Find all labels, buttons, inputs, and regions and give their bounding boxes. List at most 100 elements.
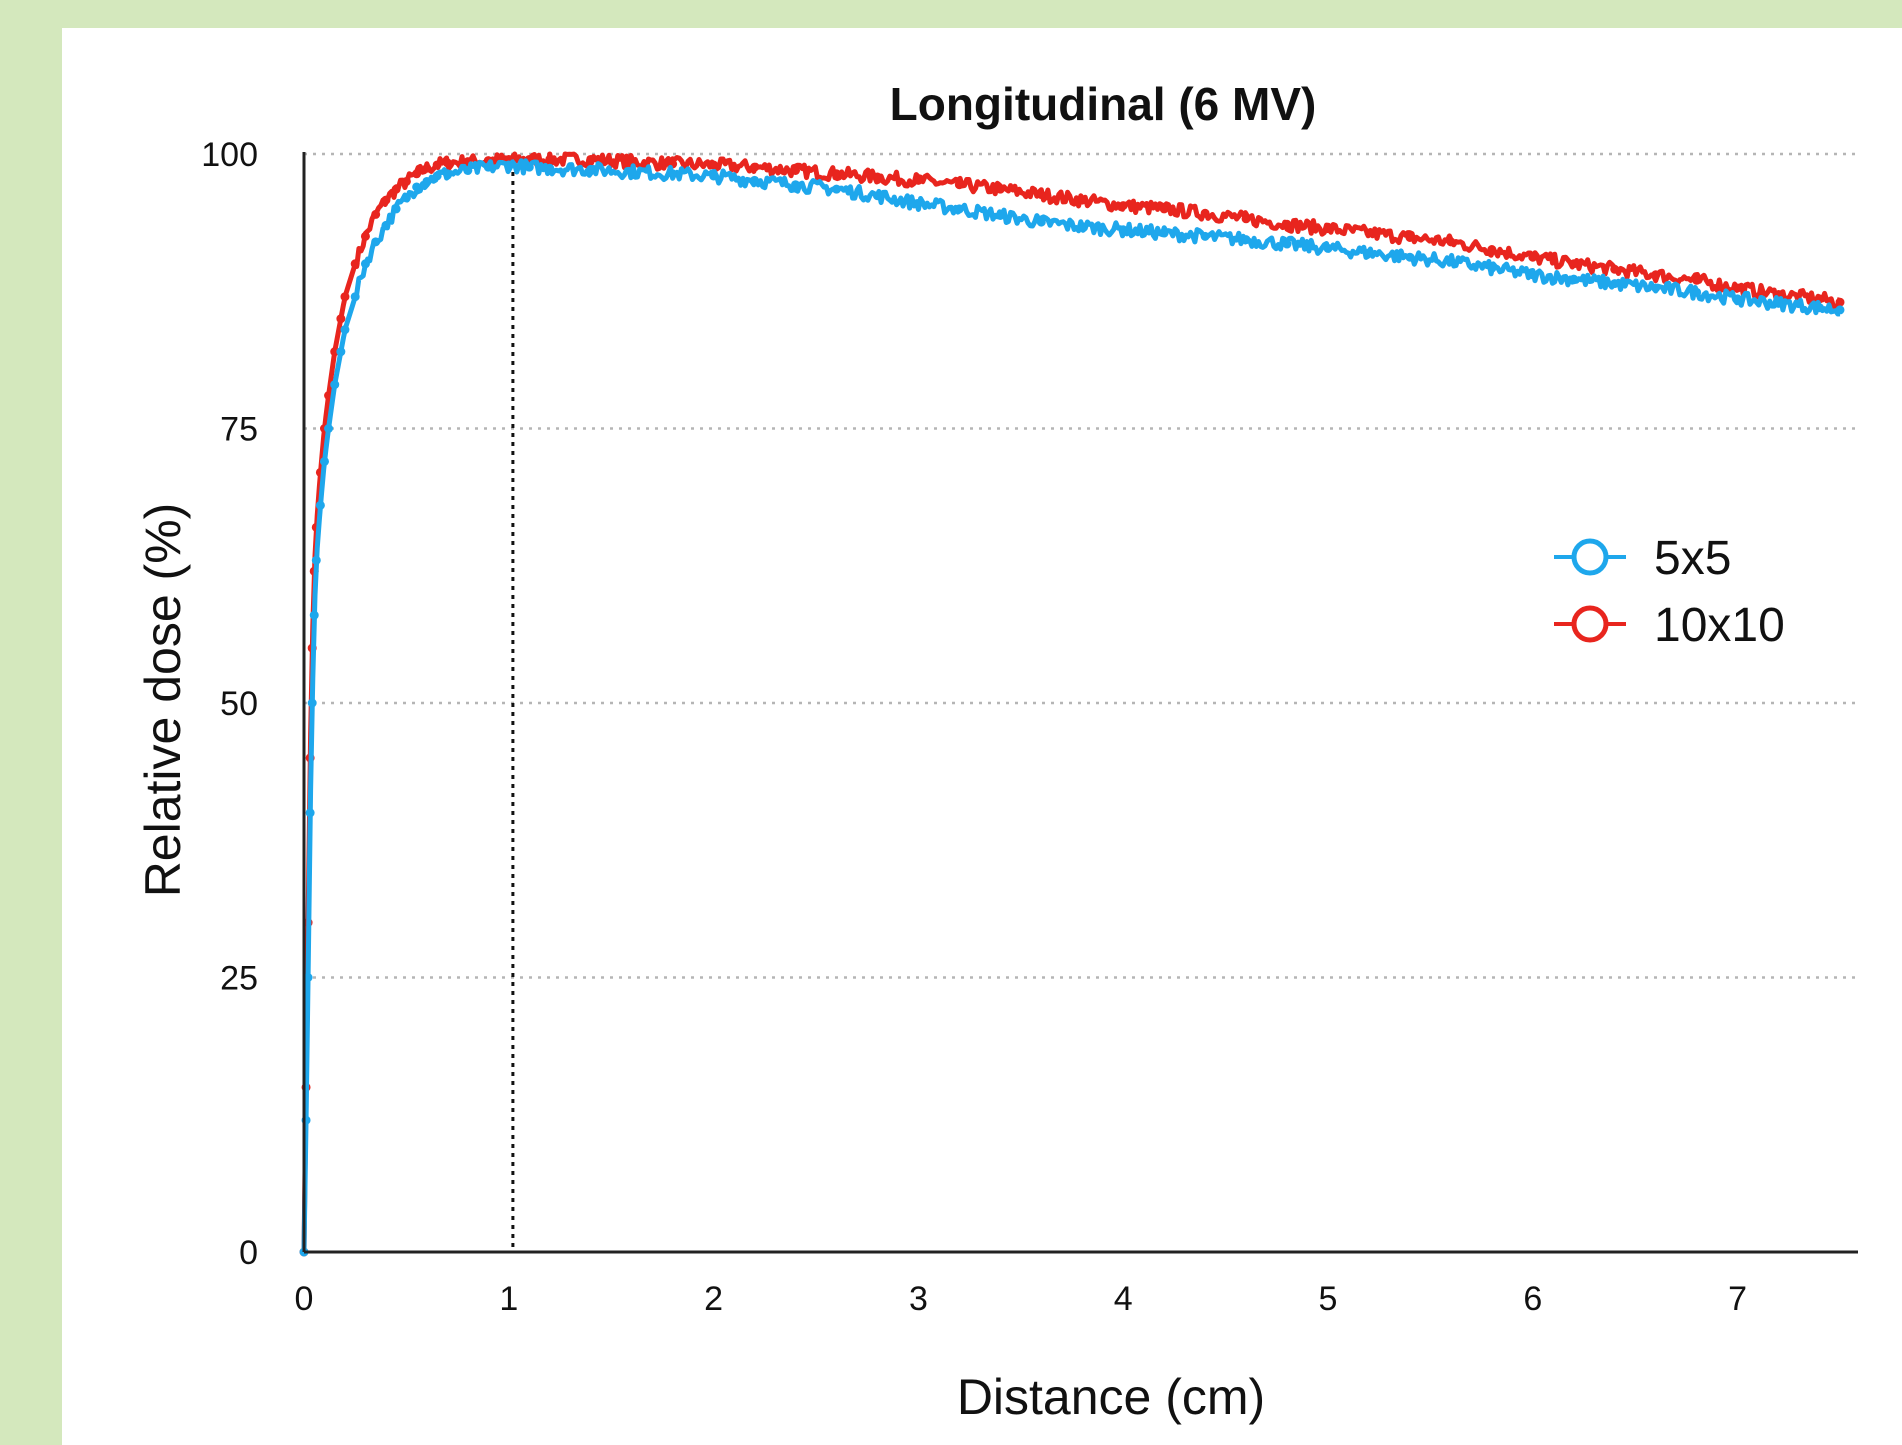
data-point-5x5 [709,171,719,181]
data-point-10x10 [350,259,360,269]
data-point-5x5 [311,555,321,565]
legend-marker-5x5 [1571,538,1609,576]
legend-label-5x5: 5x5 [1654,532,1731,585]
data-point-5x5 [1036,217,1046,227]
series-layer [299,151,1845,1257]
data-point-5x5 [954,204,964,214]
data-point-5x5 [340,325,350,335]
data-point-5x5 [586,164,596,174]
series-10x10 [299,151,1845,1257]
data-point-10x10 [1487,245,1497,255]
data-point-5x5 [391,204,401,214]
data-point-5x5 [319,456,329,466]
data-point-10x10 [340,292,350,302]
data-point-10x10 [954,180,964,190]
data-point-10x10 [913,175,923,185]
data-point-5x5 [1774,298,1784,308]
data-point-5x5 [1159,228,1169,238]
data-point-5x5 [1487,263,1497,273]
data-point-10x10 [586,154,596,164]
data-point-10x10 [401,176,411,186]
data-point-10x10 [1528,252,1538,262]
y-tick-labels: 0 25 50 75 100 [201,136,258,1272]
x-tick-4: 4 [1114,1280,1133,1318]
x-tick-1: 1 [499,1280,518,1318]
x-axis-label: Distance (cm) [957,1369,1265,1425]
data-point-5x5 [913,198,923,208]
data-point-5x5 [1835,305,1845,315]
x-tick-3: 3 [909,1280,928,1318]
data-point-5x5 [1610,279,1620,289]
data-point-5x5 [545,163,555,173]
legend-marker-10x10 [1571,605,1609,643]
data-point-5x5 [360,259,370,269]
data-point-5x5 [1077,221,1087,231]
series-5x5 [299,158,1845,1257]
data-point-5x5 [750,175,760,185]
data-point-5x5 [330,380,340,390]
data-point-10x10 [442,158,452,168]
data-point-10x10 [1200,208,1210,218]
data-point-5x5 [1282,239,1292,249]
data-point-10x10 [1405,232,1415,242]
x-tick-6: 6 [1523,1280,1542,1318]
data-point-10x10 [412,169,422,179]
y-tick-50: 50 [220,685,258,723]
data-point-5x5 [524,162,534,172]
data-point-5x5 [1528,270,1538,280]
data-point-10x10 [1733,283,1743,293]
y-tick-25: 25 [220,960,258,998]
data-point-5x5 [1364,248,1374,258]
data-point-5x5 [995,210,1005,220]
data-point-5x5 [668,169,678,179]
data-point-5x5 [371,237,381,247]
data-point-5x5 [1692,287,1702,297]
legend: 5x5 10x10 [1554,532,1785,652]
data-point-10x10 [995,184,1005,194]
data-point-5x5 [483,162,493,172]
x-tick-2: 2 [704,1280,723,1318]
data-point-10x10 [1077,195,1087,205]
data-point-5x5 [305,808,315,818]
data-point-10x10 [360,231,370,241]
data-point-5x5 [463,165,473,175]
data-point-5x5 [307,698,317,708]
data-point-5x5 [1405,252,1415,262]
data-point-10x10 [1159,204,1169,214]
data-point-10x10 [709,160,719,170]
data-point-10x10 [1651,270,1661,280]
data-point-10x10 [336,314,346,324]
y-axis-label: Relative dose (%) [135,503,191,898]
series-line-5x5 [301,158,1841,1253]
data-point-10x10 [1835,297,1845,307]
data-point-10x10 [831,169,841,179]
data-point-5x5 [401,193,411,203]
data-point-10x10 [1446,237,1456,247]
data-point-10x10 [1364,228,1374,238]
data-point-10x10 [381,195,391,205]
data-point-10x10 [791,165,801,175]
data-point-10x10 [1118,201,1128,211]
data-point-10x10 [391,184,401,194]
data-point-5x5 [1569,274,1579,284]
y-tick-100: 100 [201,136,258,174]
data-point-5x5 [412,182,422,192]
data-point-10x10 [1323,224,1333,234]
data-point-5x5 [1241,235,1251,245]
data-point-10x10 [1569,259,1579,269]
x-tick-0: 0 [295,1280,314,1318]
data-point-10x10 [545,154,555,164]
data-point-5x5 [831,184,841,194]
data-point-5x5 [1446,257,1456,267]
data-point-5x5 [309,610,319,620]
data-point-5x5 [442,169,452,179]
data-point-10x10 [422,163,432,173]
x-tick-labels: 0 1 2 3 4 5 6 7 [295,1280,1748,1318]
data-point-5x5 [1651,283,1661,293]
data-point-5x5 [872,191,882,201]
data-point-5x5 [315,500,325,510]
data-point-5x5 [1118,225,1128,235]
data-point-5x5 [336,347,346,357]
